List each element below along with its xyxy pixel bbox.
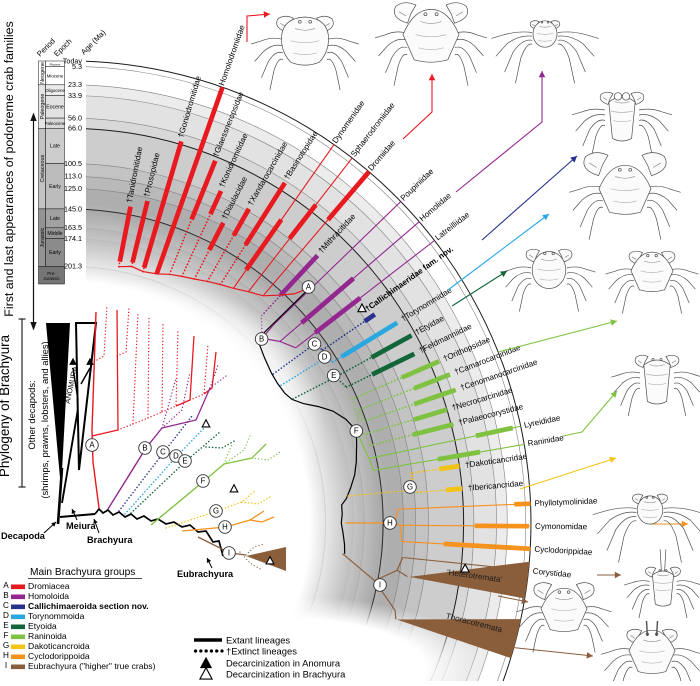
svg-text:I: I <box>5 661 7 670</box>
svg-text:E: E <box>3 621 9 630</box>
svg-text:I: I <box>228 549 230 558</box>
svg-text:Brachyura: Brachyura <box>87 535 133 545</box>
svg-text:66.0: 66.0 <box>68 124 82 133</box>
svg-text:A: A <box>3 581 9 590</box>
svg-text:Paleocene: Paleocene <box>45 121 66 126</box>
svg-text:G: G <box>3 641 9 650</box>
svg-text:Homoloida: Homoloida <box>28 591 69 601</box>
svg-text:Dromiacea: Dromiacea <box>28 581 70 591</box>
svg-text:F: F <box>201 477 206 486</box>
svg-text:E: E <box>331 371 336 380</box>
svg-text:113.0: 113.0 <box>65 172 82 181</box>
svg-text:A: A <box>306 283 312 292</box>
svg-text:Cyclodorippoida: Cyclodorippoida <box>28 651 90 661</box>
svg-text:H: H <box>387 519 393 528</box>
svg-text:E: E <box>182 457 187 466</box>
svg-text:Late: Late <box>50 144 60 150</box>
svg-text:Etyoida: Etyoida <box>28 621 57 631</box>
svg-text:145.0: 145.0 <box>64 204 82 213</box>
svg-text:Middle: Middle <box>47 231 62 237</box>
svg-text:23.3: 23.3 <box>68 80 82 89</box>
svg-text:Jurassic: Jurassic <box>43 276 60 281</box>
svg-text:Pliocene: Pliocene <box>50 62 61 66</box>
svg-text:163.5: 163.5 <box>64 223 82 232</box>
svg-text:Cymonomidae: Cymonomidae <box>535 522 588 531</box>
svg-text:100.5: 100.5 <box>64 159 82 168</box>
svg-text:Oligocene: Oligocene <box>45 88 65 93</box>
svg-text:Late: Late <box>50 216 60 222</box>
svg-text:Decarcinization in Brachyura: Decarcinization in Brachyura <box>226 668 346 679</box>
svg-text:Jurassic: Jurassic <box>40 227 46 247</box>
svg-text:F: F <box>354 427 359 436</box>
svg-text:Early: Early <box>49 250 61 256</box>
svg-text:Decarcinization in Anomura: Decarcinization in Anomura <box>226 657 341 668</box>
svg-text:201.3: 201.3 <box>64 262 82 271</box>
svg-text:C: C <box>160 448 166 457</box>
svg-text:125.0: 125.0 <box>64 184 82 193</box>
svg-text:Phylogeny of Brachyura: Phylogeny of Brachyura <box>0 334 12 477</box>
svg-text:Cretaceous: Cretaceous <box>40 155 46 183</box>
svg-text:Miocene: Miocene <box>47 73 64 78</box>
svg-text:Meiura: Meiura <box>66 521 97 531</box>
svg-text:Main Brachyura groups: Main Brachyura groups <box>30 567 135 578</box>
svg-text:Decapoda: Decapoda <box>1 531 46 541</box>
svg-text:C: C <box>312 340 318 349</box>
svg-text:(shrimps, prawns, lobsters, an: (shrimps, prawns, lobsters, and allies) <box>39 341 50 498</box>
svg-text:Raninoida: Raninoida <box>28 631 67 641</box>
svg-text:F: F <box>3 631 8 640</box>
svg-text:First and last appearances of: First and last appearances of podotreme … <box>2 21 16 316</box>
svg-text:Early: Early <box>49 184 61 190</box>
svg-text:C: C <box>3 601 9 610</box>
svg-text:Neogene: Neogene <box>40 62 46 84</box>
svg-text:Eubrachyura ("higher" true cra: Eubrachyura ("higher" true crabs) <box>28 661 156 671</box>
svg-text:Other decapods:: Other decapods: <box>26 380 37 449</box>
svg-text:Eocene: Eocene <box>46 105 64 111</box>
svg-text:5.3: 5.3 <box>72 62 82 71</box>
svg-text:I: I <box>379 581 381 590</box>
svg-text:Torynommoida: Torynommoida <box>28 611 85 621</box>
svg-text:H: H <box>3 651 9 660</box>
svg-text:Callichimaeroida section nov.: Callichimaeroida section nov. <box>28 601 149 611</box>
svg-text:A: A <box>89 441 95 450</box>
svg-text:Eubrachyura: Eubrachyura <box>177 569 234 579</box>
svg-text:B: B <box>3 591 9 600</box>
svg-text:D: D <box>322 353 328 362</box>
svg-text:56.0: 56.0 <box>68 114 82 123</box>
svg-text:Dakoticancroida: Dakoticancroida <box>28 641 90 651</box>
svg-text:D: D <box>3 611 9 620</box>
svg-text:G: G <box>407 483 413 492</box>
svg-text:B: B <box>259 335 264 344</box>
svg-text:Extant lineages: Extant lineages <box>226 634 290 645</box>
svg-text:G: G <box>213 507 219 516</box>
svg-text:33.9: 33.9 <box>68 91 82 100</box>
svg-text:D: D <box>173 452 179 461</box>
svg-text:174.1: 174.1 <box>64 234 82 243</box>
svg-text:B: B <box>142 444 147 453</box>
svg-text:H: H <box>222 523 228 532</box>
svg-text:†Extinct lineages: †Extinct lineages <box>226 645 297 656</box>
